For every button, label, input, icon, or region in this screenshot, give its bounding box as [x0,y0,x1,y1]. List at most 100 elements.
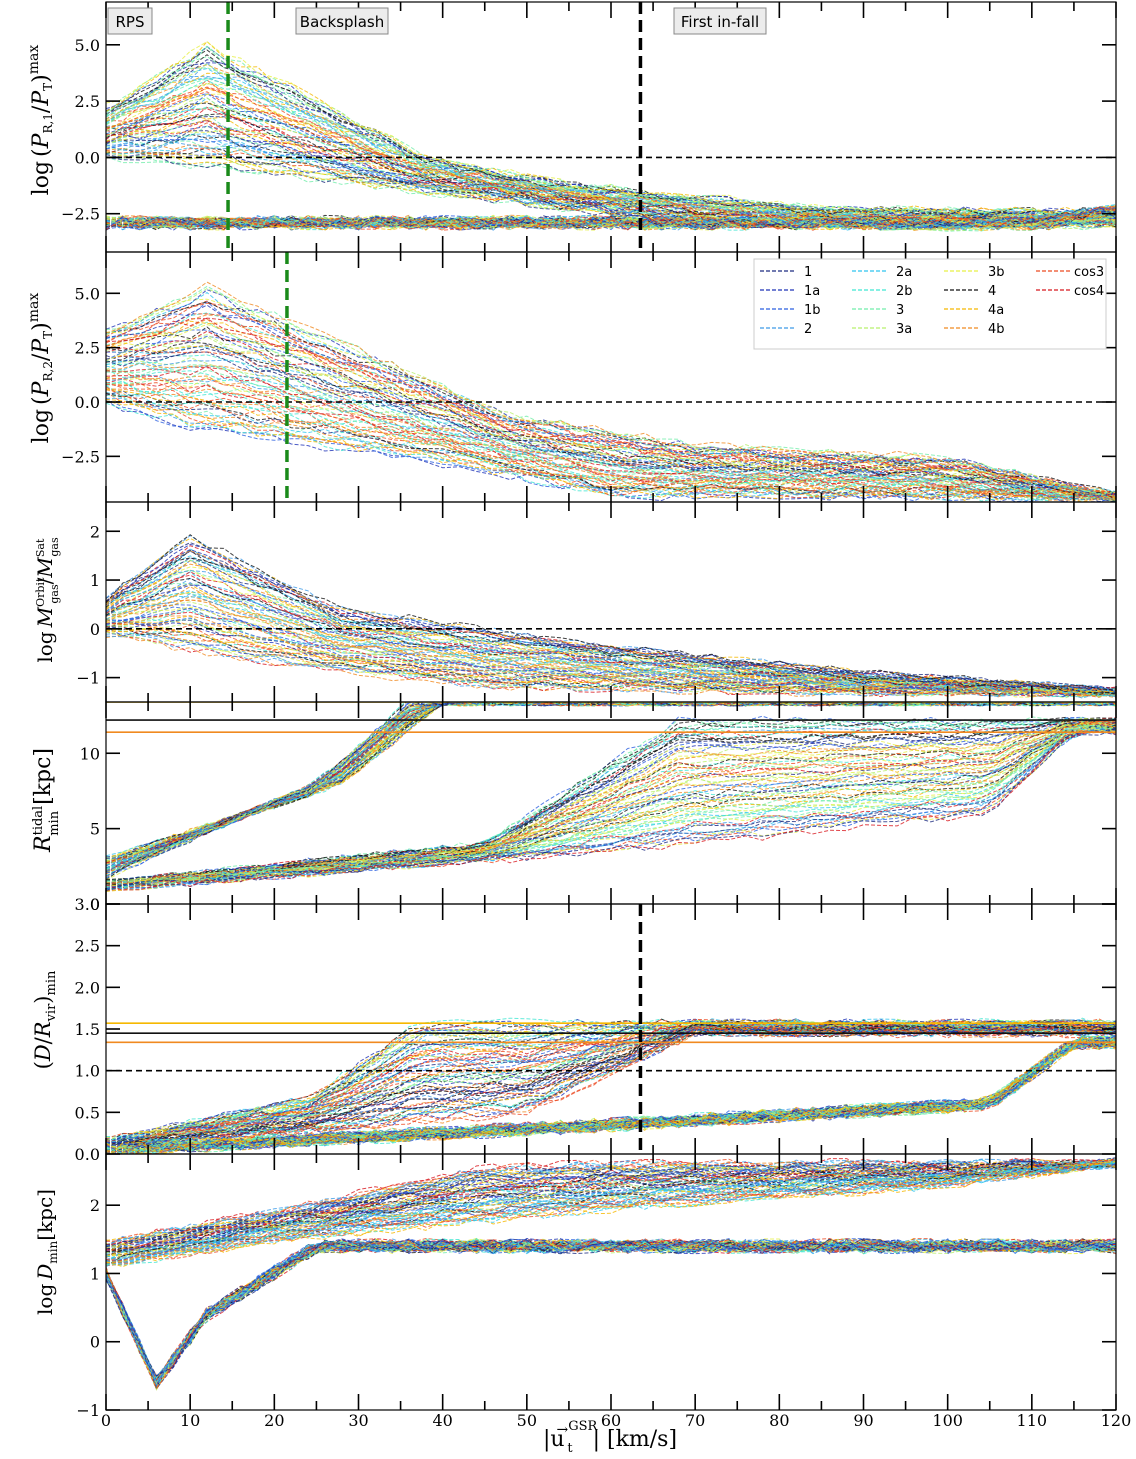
series-line [106,1240,1116,1388]
series-line [106,330,1116,498]
series-line [106,304,1116,497]
series-line [106,1241,1116,1388]
series-line [106,56,1116,217]
xtick-label: 70 [685,1411,705,1430]
xtick-label: 20 [264,1411,284,1430]
series-line [106,1240,1116,1382]
series-line [106,1240,1116,1383]
series-line [106,1241,1116,1385]
series-line [106,718,1116,881]
series-line [106,1240,1116,1386]
ylabel-panel-5: (D/Rvir)min [31,970,59,1069]
series-line [106,1037,1116,1151]
series-line [106,728,1116,890]
series-line [106,1237,1116,1377]
ytick-label: 0 [90,1333,100,1352]
series-line [106,1160,1116,1253]
series-line [106,1160,1116,1253]
series-line [106,1240,1116,1384]
series-line [106,317,1116,497]
series-line [106,1158,1116,1265]
xtick-label: 60 [601,1411,621,1430]
series-line [106,1240,1116,1385]
ytick-label: 5.0 [75,284,100,303]
panel-3: 2 1 0 −1 [76,501,1117,703]
series-line [106,1240,1116,1387]
series-line [106,1240,1116,1381]
series-line [106,1041,1116,1149]
series-line [106,1237,1116,1385]
series-line [106,1237,1116,1382]
series-line [106,702,1061,881]
series-line [106,312,1116,502]
series-line [106,1034,1116,1153]
series-line [106,385,1116,500]
svg-text:log(PR,1/PT)max: log(PR,1/PT)max [26,45,55,196]
ytick-label: −2.5 [61,205,100,224]
series-line [106,79,1116,221]
series-line [106,1238,1116,1391]
panel-1: 5.0 2.5 0.0 −2.5 [61,1,1117,253]
series-line [106,1161,1116,1268]
series-line [106,318,1116,497]
series-line [106,1240,1116,1386]
series-line [106,1240,1116,1380]
series-line [106,702,1115,868]
series-line [106,1163,1116,1267]
series-line [106,206,1116,231]
series-line [106,1036,1116,1152]
series-line [106,550,1116,693]
series-line [106,1238,1116,1390]
series-line [106,591,1116,693]
series-line [106,1240,1116,1386]
series-line [106,1240,1116,1379]
series-line [106,702,1116,873]
series-line [106,1238,1116,1382]
series-line [106,207,1116,231]
series-line [106,40,1116,217]
series-line [106,1039,1116,1154]
series-line [106,357,1116,497]
series-line [106,313,1116,500]
series-line [106,390,1116,502]
series-line [106,206,1116,231]
series-line [106,346,1116,501]
series-line [106,326,1116,500]
series-line [106,584,1116,693]
series-line [106,1162,1116,1252]
series-line [106,1240,1116,1380]
series-line [106,1240,1116,1383]
series-line [106,1237,1116,1391]
series-line [106,702,1083,869]
legend-label: 1a [804,284,820,299]
panel-1-series [106,2,1116,252]
ylabel-panel-2: log(PR,2/PT)max [26,293,55,444]
series-line [106,1240,1116,1386]
series-line [106,388,1116,501]
series-line [106,1037,1116,1151]
series-line [106,727,1116,890]
series-line [106,1037,1116,1150]
series-line [106,1027,1116,1151]
series-line [106,1037,1116,1152]
ytick-label: 5 [90,820,100,839]
series-line [106,1240,1116,1385]
series-line [106,1240,1116,1386]
xtick-label: 30 [348,1411,368,1430]
legend-label: 4a [988,303,1004,318]
series-line [106,1240,1116,1380]
series-line [106,1035,1116,1154]
ytick-label: 0.0 [75,148,100,167]
ytick-label: 1 [90,1264,100,1283]
series-line [106,1240,1116,1384]
series-line [106,323,1116,499]
series-line [106,1241,1116,1383]
series-line [106,291,1116,493]
series-line [106,1023,1116,1148]
ytick-label: 1 [90,571,100,590]
series-line [106,1018,1116,1144]
series-line [106,155,1116,232]
series-line [106,63,1116,219]
ytick-label: 2.5 [75,92,100,111]
series-line [106,1240,1116,1389]
